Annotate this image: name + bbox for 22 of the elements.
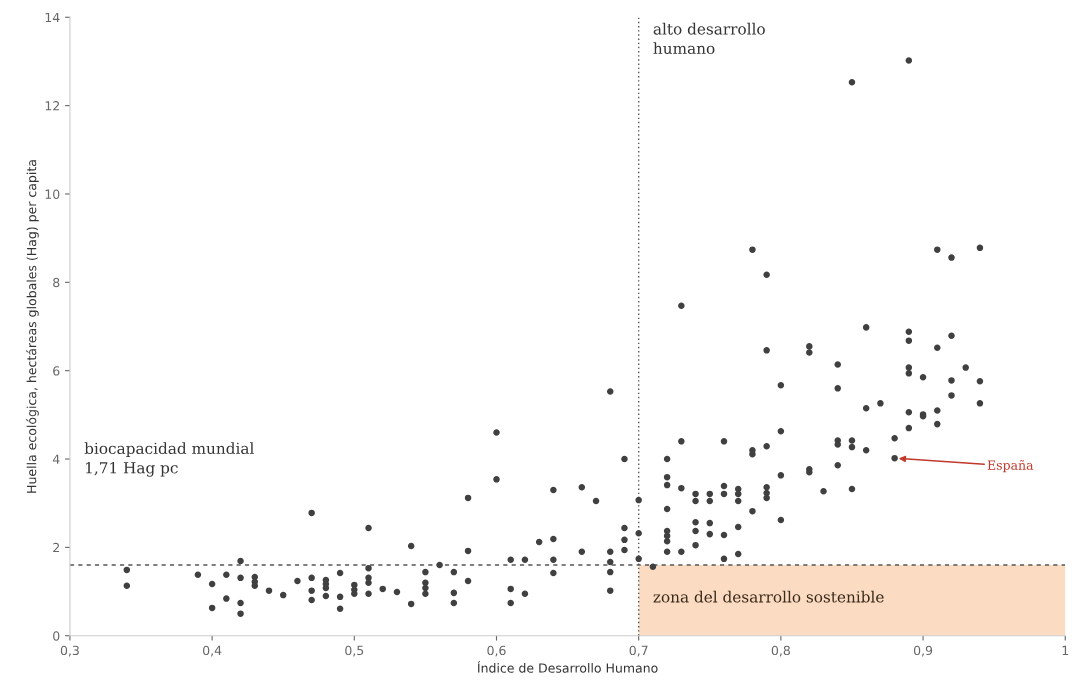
- x-tick-label: 0,9: [913, 645, 933, 657]
- band-label: zona del desarrollo sostenible: [653, 590, 884, 603]
- x-tick-label: 1: [1062, 645, 1069, 655]
- x-tick-label: 0,8: [771, 645, 790, 657]
- x-tick-label: 0,3: [60, 645, 79, 657]
- annotation: alto desarrollo humano: [653, 22, 765, 55]
- x-tick-label: 0,4: [203, 645, 222, 657]
- y-tick-label: 12: [45, 101, 59, 111]
- x-tick-label: 0,5: [345, 645, 364, 657]
- y-tick-label: 0: [53, 631, 60, 641]
- y-tick-label: 4: [52, 454, 60, 464]
- y-tick-label: 6: [53, 366, 60, 376]
- y-tick-label: 14: [45, 12, 60, 23]
- annotation: biocapacidad mundial 1,71 Hag pc: [84, 442, 254, 477]
- x-tick-label: 0,6: [487, 645, 506, 657]
- annotation: España: [987, 459, 1034, 473]
- x-tick-label: 0,7: [629, 645, 648, 657]
- y-tick-label: 8: [53, 277, 60, 288]
- y-tick-label: 10: [45, 189, 60, 199]
- x-axis-title: Índice de Desarrollo Humano: [477, 661, 658, 673]
- y-axis-title: Huella ecológica, hectáreas globales (Hag) per capita: [26, 160, 39, 493]
- y-tick-label: 2: [53, 542, 59, 553]
